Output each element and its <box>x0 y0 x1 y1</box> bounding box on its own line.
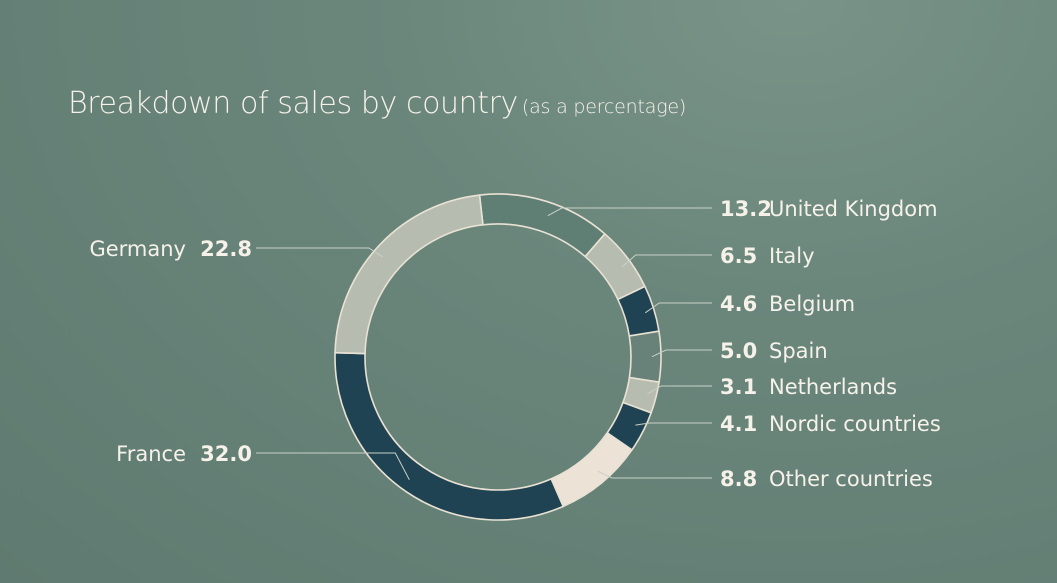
donut-slices <box>334 193 662 521</box>
slice-spain <box>628 330 662 383</box>
category-label-united-kingdom: United Kingdom <box>769 197 938 221</box>
slice-germany <box>334 194 484 355</box>
chart-subtitle: (as a percentage) <box>521 96 687 118</box>
value-label-nordic-countries: 4.1 <box>720 412 757 436</box>
leader-line-netherlands <box>647 385 712 395</box>
leader-line-italy <box>621 254 712 268</box>
category-label-germany: Germany <box>89 237 186 261</box>
leader-line-other-countries <box>597 470 712 479</box>
category-label-other-countries: Other countries <box>769 467 933 491</box>
slice-france <box>334 351 565 521</box>
chart-title-block: Breakdown of sales by country (as a perce… <box>68 86 686 121</box>
value-label-germany: 22.8 <box>200 237 252 261</box>
category-label-nordic-countries: Nordic countries <box>769 412 941 436</box>
leader-line-nordic-countries <box>635 422 712 426</box>
leader-line-united-kingdom <box>547 207 712 217</box>
value-label-belgium: 4.6 <box>720 292 757 316</box>
value-label-spain: 5.0 <box>720 339 757 363</box>
value-label-italy: 6.5 <box>720 244 757 268</box>
category-label-spain: Spain <box>769 339 828 363</box>
leader-lines <box>256 207 712 480</box>
chart-title: Breakdown of sales by country <box>68 86 518 121</box>
leader-line-belgium <box>644 302 712 314</box>
slice-other-countries <box>550 432 633 508</box>
value-label-other-countries: 8.8 <box>720 467 757 491</box>
category-label-italy: Italy <box>769 244 815 268</box>
slice-united-kingdom <box>478 193 606 258</box>
value-label-netherlands: 3.1 <box>720 375 757 399</box>
category-label-netherlands: Netherlands <box>769 375 897 399</box>
leader-line-spain <box>651 349 712 358</box>
category-label-belgium: Belgium <box>769 292 855 316</box>
value-label-france: 32.0 <box>200 442 252 466</box>
value-label-united-kingdom: 13.2 <box>720 197 772 221</box>
leader-line-germany <box>256 247 384 258</box>
category-label-france: France <box>116 442 186 466</box>
leader-line-france <box>256 452 410 480</box>
